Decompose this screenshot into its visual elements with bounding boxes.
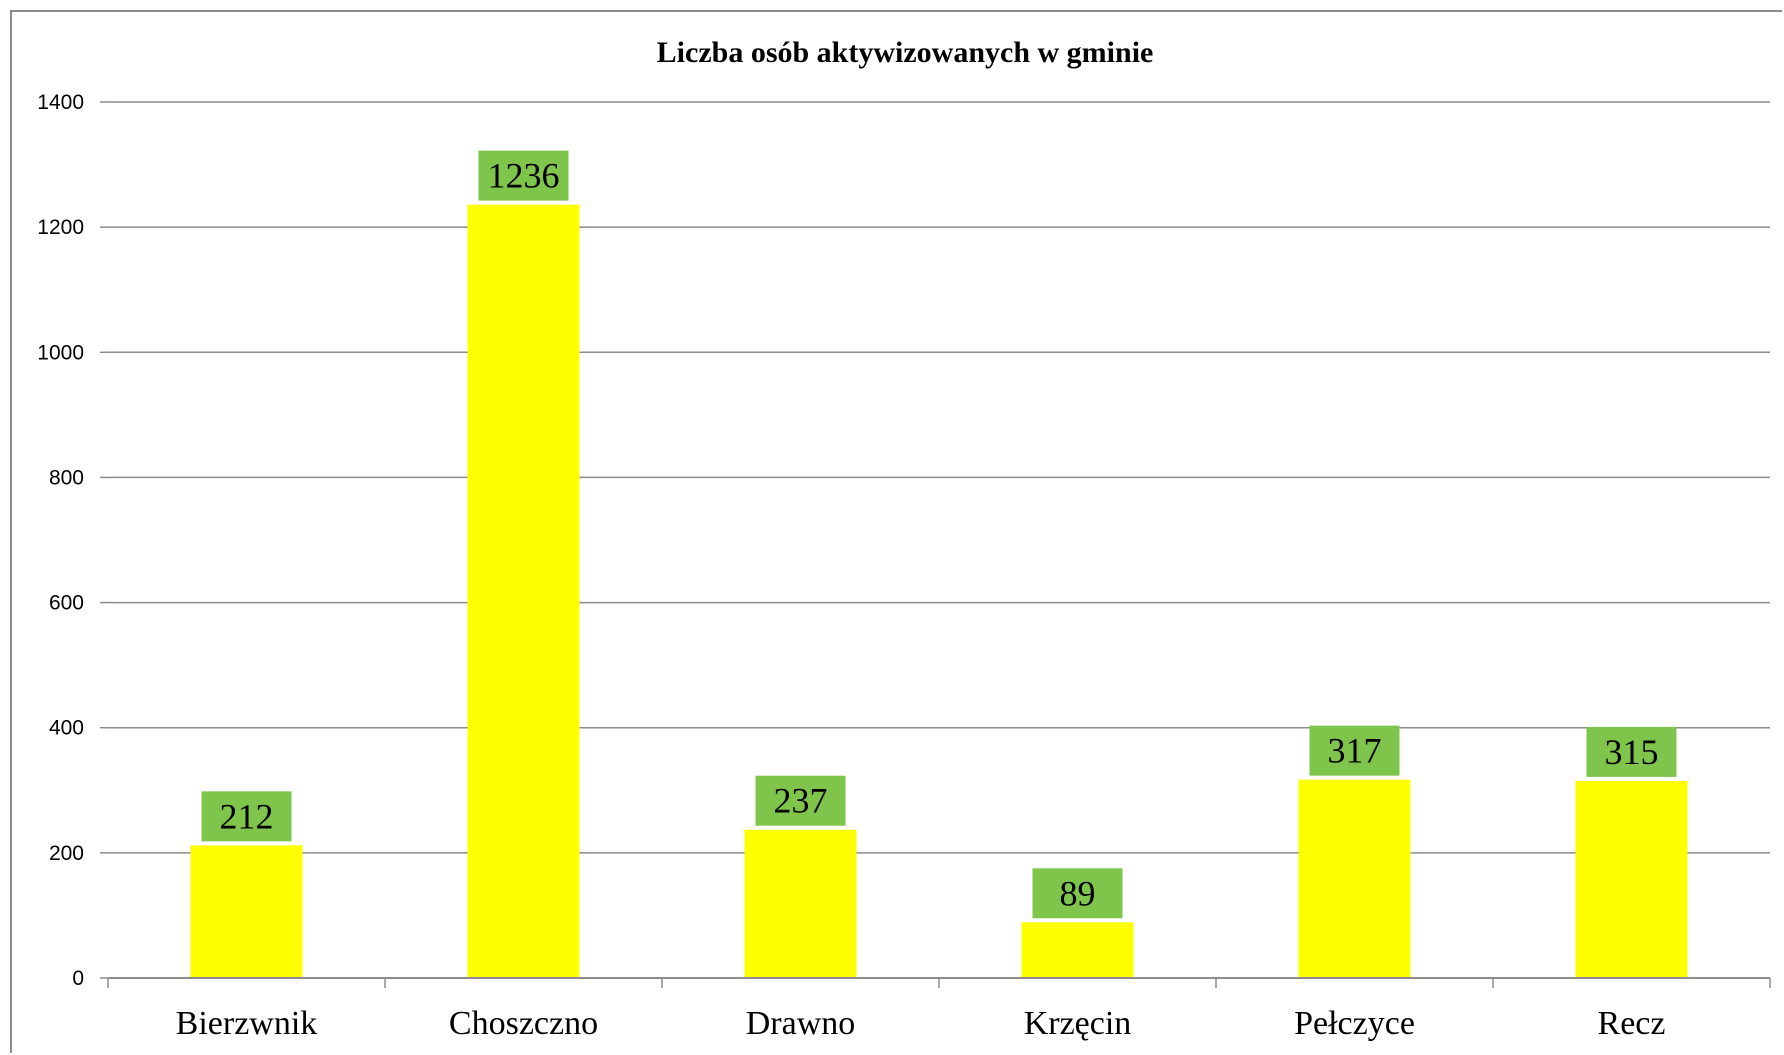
y-tick-label: 1400 <box>37 91 84 114</box>
y-tick-label: 200 <box>49 842 84 865</box>
y-tick-label: 800 <box>49 466 84 489</box>
data-label-background <box>755 775 846 826</box>
y-tick-label: 1000 <box>37 341 84 364</box>
x-tick-label: Recz <box>1598 1005 1666 1042</box>
gridlines <box>108 101 1770 854</box>
data-label: 237 <box>774 781 828 821</box>
bar <box>1575 780 1688 978</box>
bar <box>1298 779 1411 978</box>
y-tick-label: 0 <box>72 967 84 990</box>
data-label: 315 <box>1605 732 1659 772</box>
x-tick-label: Pełczyce <box>1294 1005 1415 1042</box>
y-tick-label: 1200 <box>37 216 84 239</box>
data-label: 317 <box>1328 731 1382 771</box>
data-labels: 212 1236 237 89 317 315 <box>201 150 1677 919</box>
x-axis: Bierzwnik Choszczno Drawno Krzęcin Pełczyce R… <box>107 977 1771 1042</box>
y-tick-label: 600 <box>49 592 84 615</box>
bar <box>467 204 580 979</box>
y-axis-ticks: 0 200 400 600 800 1000 1200 1400 <box>37 91 108 990</box>
x-tick-label: Drawno <box>746 1005 856 1042</box>
x-tick-label: Krzęcin <box>1024 1005 1132 1042</box>
data-label: 89 <box>1060 873 1096 913</box>
data-label-background <box>201 791 292 842</box>
data-label-background <box>1586 726 1677 777</box>
bar <box>190 845 303 978</box>
data-label-background <box>1032 868 1123 919</box>
y-tick-label: 400 <box>49 717 84 740</box>
data-label-background <box>478 150 569 201</box>
chart-title: Liczba osób aktywizowanych w gminie <box>657 36 1154 69</box>
x-tick-label: Choszczno <box>449 1005 598 1042</box>
data-label: 1236 <box>488 156 560 196</box>
bars <box>190 204 1688 979</box>
data-label: 212 <box>220 796 274 836</box>
bar <box>744 829 857 978</box>
chart-frame <box>10 10 1782 1053</box>
x-tick-label: Bierzwnik <box>176 1005 318 1042</box>
data-label-background <box>1309 725 1400 776</box>
bar <box>1021 922 1134 978</box>
